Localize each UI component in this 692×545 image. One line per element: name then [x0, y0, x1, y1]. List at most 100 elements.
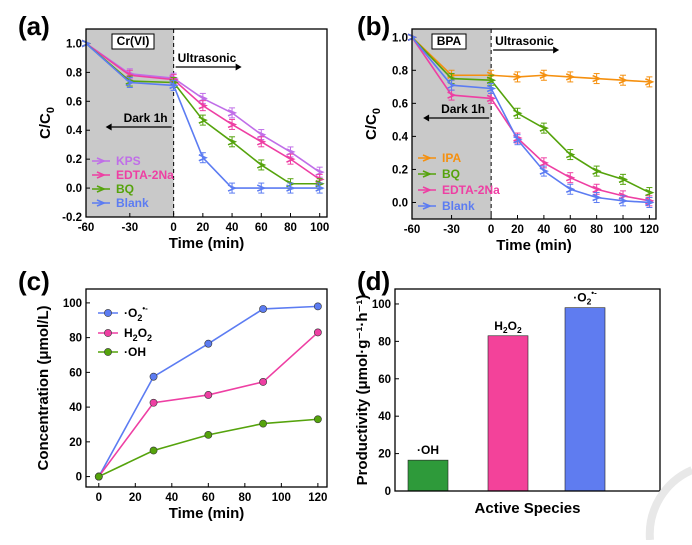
text-span: 2	[133, 333, 138, 343]
legend-label: IPA	[442, 151, 461, 165]
y-tick-label: 20	[378, 449, 391, 461]
text-span: O	[508, 319, 517, 333]
ultrasonic-label: Ultrasonic	[495, 34, 554, 48]
data-point	[486, 94, 497, 103]
y-tick-label: 80	[378, 336, 391, 348]
data-point	[149, 398, 158, 407]
y-tick-label: 0	[76, 472, 82, 484]
data-point	[149, 372, 158, 381]
series-line-2	[98, 418, 318, 478]
text-span: •-	[142, 304, 148, 313]
y-tick-label: 0.8	[392, 65, 409, 77]
x-tick-label: 100	[272, 492, 291, 504]
data-point	[592, 167, 602, 175]
series-line-1	[85, 42, 321, 181]
legend-marker	[104, 329, 112, 337]
legend-marker	[422, 202, 433, 210]
bar-label: ·O2•-	[573, 289, 597, 307]
data-point	[539, 159, 549, 167]
data-point	[645, 188, 655, 197]
panel-letter-c: (c)	[18, 266, 50, 296]
data-point	[447, 91, 457, 99]
data-point	[565, 73, 576, 81]
legend-label: Blank	[442, 199, 475, 213]
bar	[407, 459, 449, 492]
data-point	[198, 116, 208, 124]
data-point	[204, 339, 213, 348]
sample-badge-box	[431, 33, 467, 50]
dark-region-shade	[86, 29, 174, 217]
data-point	[149, 446, 158, 455]
y-axis-label: C/C0	[37, 107, 57, 139]
y-tick-label: 0.6	[66, 96, 82, 108]
text-span: •-	[591, 289, 597, 298]
legend-marker	[96, 185, 107, 193]
data-point	[313, 302, 322, 311]
data-point	[618, 175, 629, 184]
text-span: 2	[503, 325, 508, 335]
x-tick-label: 60	[564, 224, 577, 236]
data-point	[565, 150, 576, 159]
x-axis-label: Time (min)	[169, 235, 245, 252]
legend-marker	[104, 348, 112, 356]
x-tick-label: 20	[196, 222, 209, 234]
x-tick-label: 40	[226, 222, 239, 234]
x-tick-label: 80	[590, 224, 603, 236]
data-point	[539, 167, 549, 175]
data-point	[645, 78, 655, 86]
legend-label: EDTA-2Na	[442, 183, 500, 197]
ultrasonic-label: Ultrasonic	[178, 51, 237, 65]
x-tick-label: 40	[537, 224, 550, 236]
text-span: 2	[587, 297, 592, 307]
y-tick-label: 0.0	[392, 197, 408, 209]
data-point	[486, 76, 497, 84]
x-tick-label: 60	[202, 492, 215, 504]
x-axis-label: Time (min)	[496, 237, 572, 254]
legend-label: Blank	[116, 196, 149, 210]
data-point	[618, 197, 629, 205]
data-point	[204, 430, 213, 439]
ultrasonic-arrowhead	[553, 46, 560, 54]
data-point	[259, 419, 267, 428]
x-tick-label: 60	[255, 222, 268, 234]
bar-label: ·OH	[417, 443, 439, 457]
text-span: 2	[517, 325, 522, 335]
x-axis-label: Active Species	[475, 500, 581, 517]
text-span: ·OH	[417, 443, 439, 457]
plot-frame	[411, 28, 657, 220]
text-span: H	[494, 319, 503, 333]
text-span: 0	[45, 107, 57, 113]
bar	[564, 307, 606, 492]
data-point	[592, 74, 602, 83]
y-tick-label: 0.4	[66, 125, 83, 137]
x-tick-label: 0	[170, 222, 176, 234]
legend-label: ·OH	[124, 345, 146, 359]
y-tick-label: 100	[63, 298, 82, 310]
series-line-3	[85, 42, 320, 189]
y-tick-label: 0.6	[392, 98, 408, 110]
data-point	[447, 81, 457, 89]
data-point	[513, 135, 523, 144]
data-point	[513, 109, 523, 117]
text-span: O	[138, 326, 147, 340]
legend-marker	[96, 171, 107, 179]
data-point	[313, 415, 322, 424]
legend-marker	[96, 199, 107, 207]
x-tick-label: 80	[238, 492, 251, 504]
y-tick-label: 100	[372, 299, 391, 311]
series-line-0	[85, 42, 321, 173]
data-point	[486, 84, 497, 93]
text-span: C/C	[37, 113, 54, 139]
x-tick-label: 100	[613, 224, 632, 236]
data-point	[169, 81, 179, 90]
y-tick-label: -0.2	[62, 212, 82, 224]
data-point	[256, 184, 267, 192]
y-tick-label: 0.2	[66, 154, 82, 166]
legend-marker	[422, 154, 433, 162]
data-point	[286, 184, 296, 192]
data-point	[227, 120, 238, 129]
chart-b: -60 -30 0 20 40 60 80 100 120 0.0 0.2 0.4 0.6 0.8 1.0 T…	[363, 28, 659, 254]
plot-frame	[85, 288, 328, 488]
y-tick-label: 40	[69, 402, 82, 414]
x-tick-label: 40	[165, 492, 178, 504]
